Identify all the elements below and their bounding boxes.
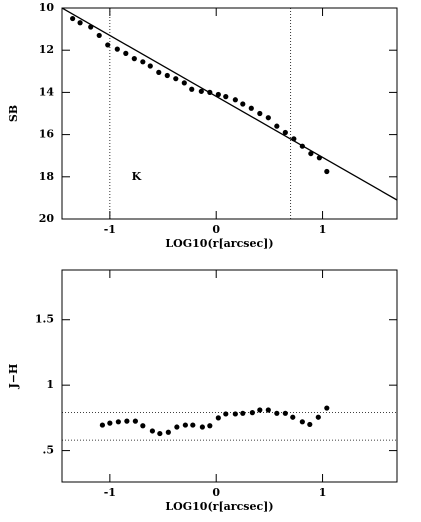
data-point [77, 20, 83, 26]
data-point [147, 63, 153, 69]
y-tick-label: 12 [39, 43, 54, 56]
data-point [240, 101, 246, 107]
data-point [105, 42, 111, 48]
data-point [316, 155, 322, 161]
data-point [223, 94, 229, 100]
data-point [290, 414, 296, 420]
data-point [324, 405, 330, 411]
data-point [257, 110, 263, 117]
data-point [182, 422, 188, 428]
x-axis-label: LOG10(r[arcsec]) [165, 237, 273, 250]
data-point [123, 50, 129, 56]
data-point [140, 59, 146, 65]
data-point [107, 420, 113, 426]
x-tick-label: 0 [212, 486, 220, 499]
data-point [198, 88, 204, 94]
data-point [282, 129, 288, 136]
data-point [249, 410, 255, 416]
data-point [308, 150, 314, 157]
data-point [156, 69, 162, 75]
data-point [149, 428, 155, 434]
data-point [299, 419, 305, 425]
data-point [232, 411, 238, 417]
y-tick-label: 20 [39, 212, 55, 225]
data-point [70, 15, 76, 22]
data-point [265, 407, 271, 413]
data-point [240, 410, 246, 416]
y-tick-label: 10 [39, 1, 55, 14]
data-point [88, 24, 94, 30]
data-point [207, 89, 213, 95]
data-point [274, 123, 280, 129]
y-tick-label: 1 [46, 378, 54, 391]
y-tick-label: .5 [43, 444, 54, 457]
x-tick-label: 1 [319, 223, 327, 236]
data-point [190, 422, 196, 428]
data-point [189, 86, 195, 92]
data-point [157, 430, 163, 437]
data-point [165, 429, 171, 435]
data-point [207, 423, 213, 429]
data-point [282, 410, 288, 416]
annotation: K [132, 170, 142, 183]
data-point [99, 422, 106, 428]
data-point [174, 424, 180, 430]
data-point [291, 136, 297, 142]
data-point [248, 105, 254, 111]
y-tick-label: 1.5 [35, 313, 54, 326]
y-tick-label: 18 [39, 170, 55, 183]
y-axis-label: J−H [7, 364, 20, 390]
y-axis-label: SB [7, 105, 20, 122]
data-point [265, 115, 271, 121]
plot-frame [61, 269, 398, 483]
data-point [223, 411, 229, 417]
data-point [164, 72, 170, 79]
data-point [132, 418, 138, 424]
data-point [299, 143, 305, 149]
x-axis-label: LOG10(r[arcsec]) [165, 500, 273, 513]
data-point [215, 91, 221, 98]
plot-frame [61, 7, 398, 220]
data-point [274, 410, 280, 416]
data-point [257, 407, 263, 413]
data-point [199, 424, 205, 430]
x-tick-label: -1 [104, 223, 116, 236]
x-tick-label: -1 [104, 486, 116, 499]
data-point [215, 415, 221, 421]
data-point [232, 97, 238, 103]
data-point [124, 418, 130, 424]
x-tick-label: 0 [212, 223, 220, 236]
data-point [307, 421, 313, 428]
x-tick-label: 1 [319, 486, 327, 499]
data-point [140, 423, 146, 429]
y-tick-label: 16 [39, 128, 55, 141]
data-point [115, 419, 121, 425]
data-point [324, 168, 330, 175]
data-point [173, 76, 179, 82]
data-point [96, 32, 102, 39]
y-tick-label: 14 [39, 85, 55, 98]
data-point [315, 414, 321, 420]
data-point [181, 80, 187, 86]
data-point [114, 46, 120, 52]
data-point [131, 56, 137, 62]
fit-line [62, 8, 397, 201]
